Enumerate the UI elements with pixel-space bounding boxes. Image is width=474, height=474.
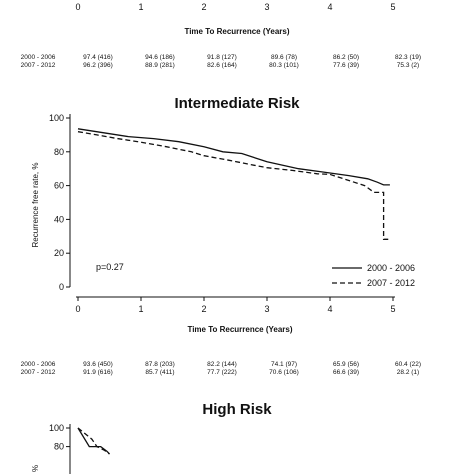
intermediate-risk-title: Intermediate Risk — [174, 95, 300, 112]
high-risk-y-axis-label: % — [31, 465, 40, 472]
risk-table-cell: 77.7 (222) — [207, 369, 237, 376]
risk-table-row-label: 2007 - 2012 — [21, 369, 56, 376]
x-tick-label: 4 — [327, 304, 332, 314]
risk-table-cell: 94.6 (186) — [145, 54, 175, 61]
intermediate-risk-series — [77, 128, 390, 240]
risk-table-cell: 65.9 (56) — [333, 361, 359, 368]
risk-table-cell: 88.9 (281) — [145, 62, 175, 69]
series-2007-2012-line — [77, 131, 390, 240]
high-risk-axes: 80 100 — [49, 423, 71, 474]
risk-table-cell: 91.8 (127) — [207, 54, 237, 61]
risk-table-row-label: 2000 - 2006 — [21, 54, 56, 61]
risk-table-cell: 82.3 (19) — [395, 54, 421, 61]
risk-table-cell: 60.4 (22) — [395, 361, 421, 368]
risk-table-cell: 82.2 (144) — [207, 361, 237, 368]
risk-table-cell: 85.7 (411) — [145, 369, 174, 376]
y-tick-label: 40 — [54, 214, 64, 224]
intermediate-risk-axes: 0 20 40 60 80 100 0 1 2 3 4 5 — [49, 113, 396, 314]
risk-table-cell: 66.6 (39) — [333, 369, 359, 376]
risk-table-cell: 74.1 (97) — [271, 361, 297, 368]
high-risk-title: High Risk — [202, 401, 272, 418]
risk-table-row-label: 2007 - 2012 — [21, 62, 56, 69]
risk-table-cell: 96.2 (396) — [83, 62, 113, 69]
intermediate-y-axis-label: Recurrence free rate, % — [31, 163, 40, 248]
intermediate-risk-legend: 2000 - 2006 2007 - 2012 — [332, 263, 415, 288]
top-x-tick-label: 4 — [327, 2, 332, 12]
risk-table-cell: 91.9 (616) — [83, 369, 113, 376]
top-risk-table: 2000 - 2006 97.4 (416) 94.6 (186) 91.8 (127… — [21, 54, 421, 69]
risk-table-cell: 80.3 (101) — [269, 62, 299, 69]
risk-table-cell: 97.4 (416) — [83, 54, 113, 61]
x-tick-label: 5 — [390, 304, 395, 314]
risk-table-cell: 82.6 (164) — [207, 62, 237, 69]
legend-label: 2007 - 2012 — [367, 278, 415, 288]
top-x-tick-label: 1 — [138, 2, 143, 12]
x-tick-label: 3 — [264, 304, 269, 314]
high-risk-solid-line — [77, 427, 110, 455]
risk-table-cell: 89.6 (78) — [271, 54, 297, 61]
risk-table-cell: 28.2 (1) — [397, 369, 419, 376]
y-tick-label: 20 — [54, 248, 64, 258]
y-tick-label: 80 — [54, 442, 64, 452]
legend-label: 2000 - 2006 — [367, 263, 415, 273]
top-x-tick-label: 5 — [390, 2, 395, 12]
top-x-tick-labels: 0 1 2 3 4 5 — [75, 2, 395, 12]
intermediate-x-axis-label: Time To Recurrence (Years) — [187, 325, 292, 334]
high-risk-dashed-line — [77, 427, 110, 455]
high-risk-series — [77, 427, 110, 455]
intermediate-risk-table: 2000 - 2006 93.6 (450) 87.8 (203) 82.2 (144… — [21, 361, 421, 376]
x-tick-label: 1 — [138, 304, 143, 314]
risk-table-row-label: 2000 - 2006 — [21, 361, 56, 368]
y-tick-label: 80 — [54, 147, 64, 157]
y-tick-label: 100 — [49, 423, 64, 433]
y-tick-label: 0 — [59, 282, 64, 292]
x-tick-label: 2 — [201, 304, 206, 314]
y-tick-label: 100 — [49, 113, 64, 123]
risk-table-cell: 75.3 (2) — [397, 62, 419, 69]
top-x-axis-label: Time To Recurrence (Years) — [184, 27, 289, 36]
top-x-tick-label: 3 — [264, 2, 269, 12]
x-tick-label: 0 — [75, 304, 80, 314]
risk-table-cell: 77.6 (39) — [333, 62, 359, 69]
risk-table-cell: 93.6 (450) — [83, 361, 113, 368]
risk-table-cell: 70.6 (106) — [269, 369, 299, 376]
p-value-annotation: p=0.27 — [96, 262, 124, 272]
risk-table-cell: 86.2 (50) — [333, 54, 359, 61]
risk-table-cell: 87.8 (203) — [145, 361, 175, 368]
top-x-tick-label: 2 — [201, 2, 206, 12]
series-2000-2006-line — [77, 128, 390, 186]
y-tick-label: 60 — [54, 181, 64, 191]
top-x-tick-label: 0 — [75, 2, 80, 12]
